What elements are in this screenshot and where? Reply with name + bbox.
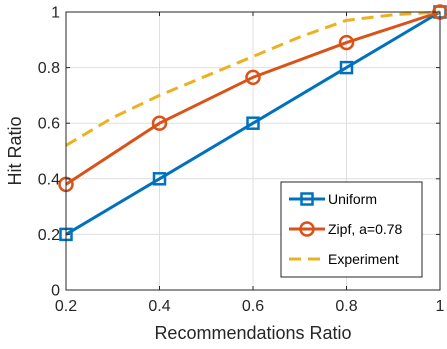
x-tick-label: 1 — [436, 298, 445, 315]
data-point — [152, 172, 167, 186]
y-tick-label: 0 — [51, 283, 60, 300]
y-tick-label: 0.8 — [38, 60, 60, 77]
legend: Uniform Zipf, a=0.78 Experiment — [280, 181, 423, 278]
data-point — [245, 69, 261, 86]
y-tick-label: 0.6 — [38, 116, 60, 133]
x-tick-label: 0.6 — [242, 298, 264, 315]
data-point — [246, 116, 260, 130]
x-tick-label: 0.2 — [55, 298, 77, 315]
x-tick-label: 0.4 — [148, 298, 170, 315]
legend-marker — [300, 192, 314, 206]
series-line — [65, 10, 441, 236]
y-axis-title: Hit Ratio — [5, 116, 25, 185]
y-tick-label: 0.2 — [38, 227, 60, 244]
data-point — [338, 34, 355, 51]
ticks: 0.2 0.4 0.6 0.8 100.20.40.60.81 — [38, 5, 445, 316]
y-tick-label: 0.4 — [38, 171, 60, 188]
legend-label: Uniform — [328, 191, 377, 207]
x-axis-title: Recommendations Ratio — [154, 323, 351, 343]
legend-marker — [299, 221, 315, 237]
data-point — [339, 60, 354, 75]
legend-label: Experiment — [328, 251, 399, 267]
series-line — [65, 10, 441, 186]
y-tick-label: 1 — [51, 5, 60, 22]
x-tick-label: 0.8 — [335, 298, 357, 315]
data-point — [151, 115, 168, 131]
legend-label: Zipf, a=0.78 — [328, 221, 403, 237]
